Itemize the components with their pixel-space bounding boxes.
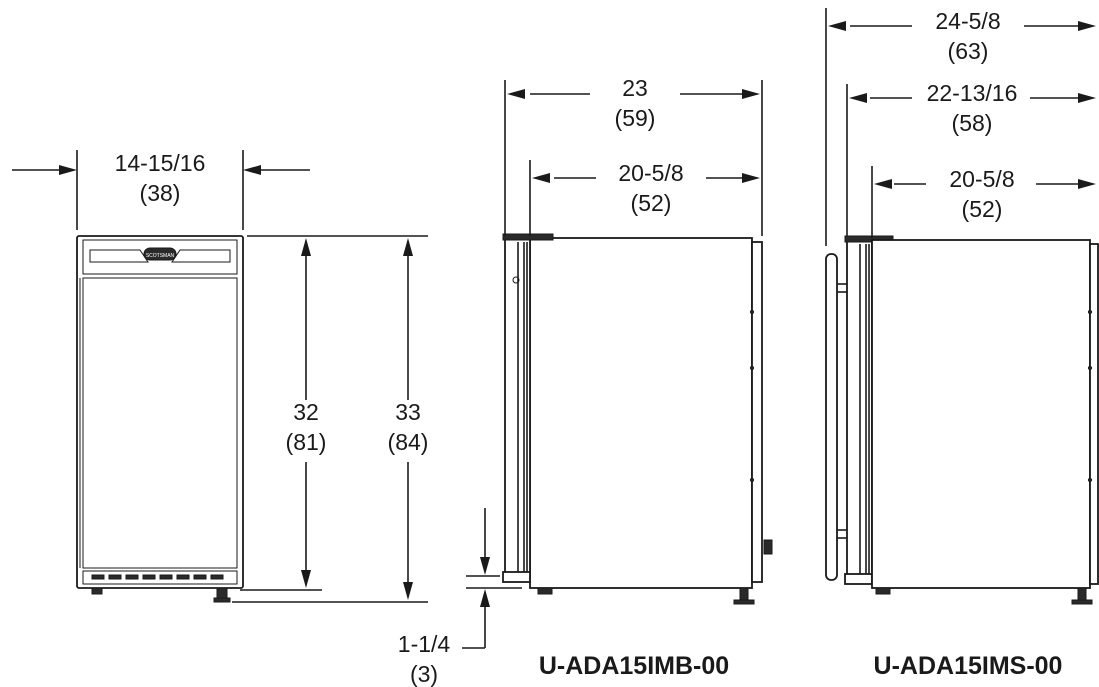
- side-s-depth-cabinet-metric: (52): [962, 196, 1003, 222]
- side-b-depth-overall-metric: (59): [615, 105, 656, 131]
- front-grille-slots: [91, 574, 224, 580]
- front-panel-recess-right: [171, 249, 231, 263]
- front-view: SCOTSMAN 14-15/16 (38): [12, 150, 429, 603]
- side-b-leg-rear-foot: [733, 599, 755, 605]
- width-metric-label: (38): [140, 180, 181, 206]
- side-s-depth-overall-arrow-right: [1078, 21, 1096, 31]
- side-b-rear-fitting: [763, 539, 773, 555]
- model-label-b: U-ADA15IMB-00: [539, 652, 729, 680]
- side-s-depth-overall-imperial: 24-5/8: [935, 8, 1000, 34]
- side-s-depth-mid-arrow-left: [849, 93, 867, 103]
- height-cabinet-arrow-top: [301, 238, 311, 256]
- width-arrow-left-head: [59, 165, 77, 175]
- model-label-s: U-ADA15IMS-00: [874, 652, 1063, 680]
- side-s-depth-mid-metric: (58): [952, 110, 993, 136]
- side-b-cabinet: [529, 237, 753, 589]
- front-control-panel: [82, 239, 238, 275]
- side-b-depth-overall-imperial: 23: [622, 75, 648, 101]
- height-cabinet-metric-label: (81): [286, 429, 327, 455]
- side-b-depth-overall-arrow-left: [507, 89, 525, 99]
- front-logo-badge: [143, 247, 177, 261]
- side-s-leg-rear-foot: [1071, 599, 1093, 605]
- front-cabinet-outline: [76, 235, 244, 589]
- side-b-hinge-pin: [512, 276, 520, 284]
- width-imperial-label: 14-15/16: [115, 150, 206, 176]
- front-kickplate: [82, 570, 238, 585]
- side-s-depth-cabinet-arrow-right: [1078, 179, 1096, 189]
- height-overall-arrow-bottom: [403, 582, 413, 600]
- side-b-depth-overall-arrow-right: [742, 89, 760, 99]
- front-panel-recess-left: [89, 249, 149, 263]
- side-b-depth-cabinet-arrow-right: [742, 173, 760, 183]
- side-s-leg-front: [875, 587, 891, 595]
- side-view-b: 23 (59) 20-5/8 (52) 1-1/4 (3) U-ADA15IMB…: [398, 75, 773, 687]
- side-s-depth-cabinet-arrow-left: [874, 179, 892, 189]
- side-view-s: 24-5/8 (63) 22-13/16 (58) 20-5/8 (52) U-…: [825, 8, 1099, 680]
- side-s-depth-mid-imperial: 22-13/16: [927, 80, 1018, 106]
- side-s-depth-mid-arrow-right: [1078, 93, 1096, 103]
- front-leg-right: [216, 587, 228, 599]
- side-b-depth-cabinet-metric: (52): [631, 190, 672, 216]
- side-s-handle: [825, 253, 838, 581]
- front-logo-text: SCOTSMAN: [146, 253, 175, 259]
- height-cabinet-imperial-label: 32: [293, 399, 319, 425]
- side-b-leg-front: [537, 587, 553, 595]
- side-b-depth-cabinet-imperial: 20-5/8: [618, 160, 683, 186]
- front-leg-left: [91, 587, 103, 595]
- side-s-depth-cabinet-imperial: 20-5/8: [949, 166, 1014, 192]
- height-overall-metric-label: (84): [388, 429, 429, 455]
- front-leg-right-foot: [213, 597, 231, 603]
- front-door: [82, 277, 238, 569]
- height-overall-imperial-label: 33: [395, 399, 421, 425]
- side-s-depth-overall-arrow-left: [828, 21, 846, 31]
- leg-height-arrow-bottom: [480, 589, 490, 607]
- leg-height-imperial-label: 1-1/4: [398, 631, 451, 657]
- height-overall-arrow-top: [403, 238, 413, 256]
- side-b-depth-cabinet-arrow-left: [532, 173, 550, 183]
- side-b-rear-panel: [751, 241, 763, 583]
- leg-height-arrow-top: [480, 557, 490, 575]
- height-cabinet-arrow-bottom: [301, 570, 311, 588]
- side-b-kick-front: [502, 571, 531, 583]
- side-s-top-lip: [844, 235, 894, 243]
- side-b-top-lip: [502, 233, 554, 241]
- side-s-cabinet: [871, 239, 1091, 589]
- side-s-leg-rear: [1077, 587, 1087, 601]
- width-arrow-right-head: [243, 165, 261, 175]
- side-s-rear-panel: [1089, 243, 1099, 585]
- side-s-kick-front: [844, 573, 873, 585]
- side-b-leg-rear: [739, 587, 749, 601]
- leg-height-metric-label: (3): [410, 661, 438, 687]
- side-s-depth-overall-metric: (63): [948, 38, 989, 64]
